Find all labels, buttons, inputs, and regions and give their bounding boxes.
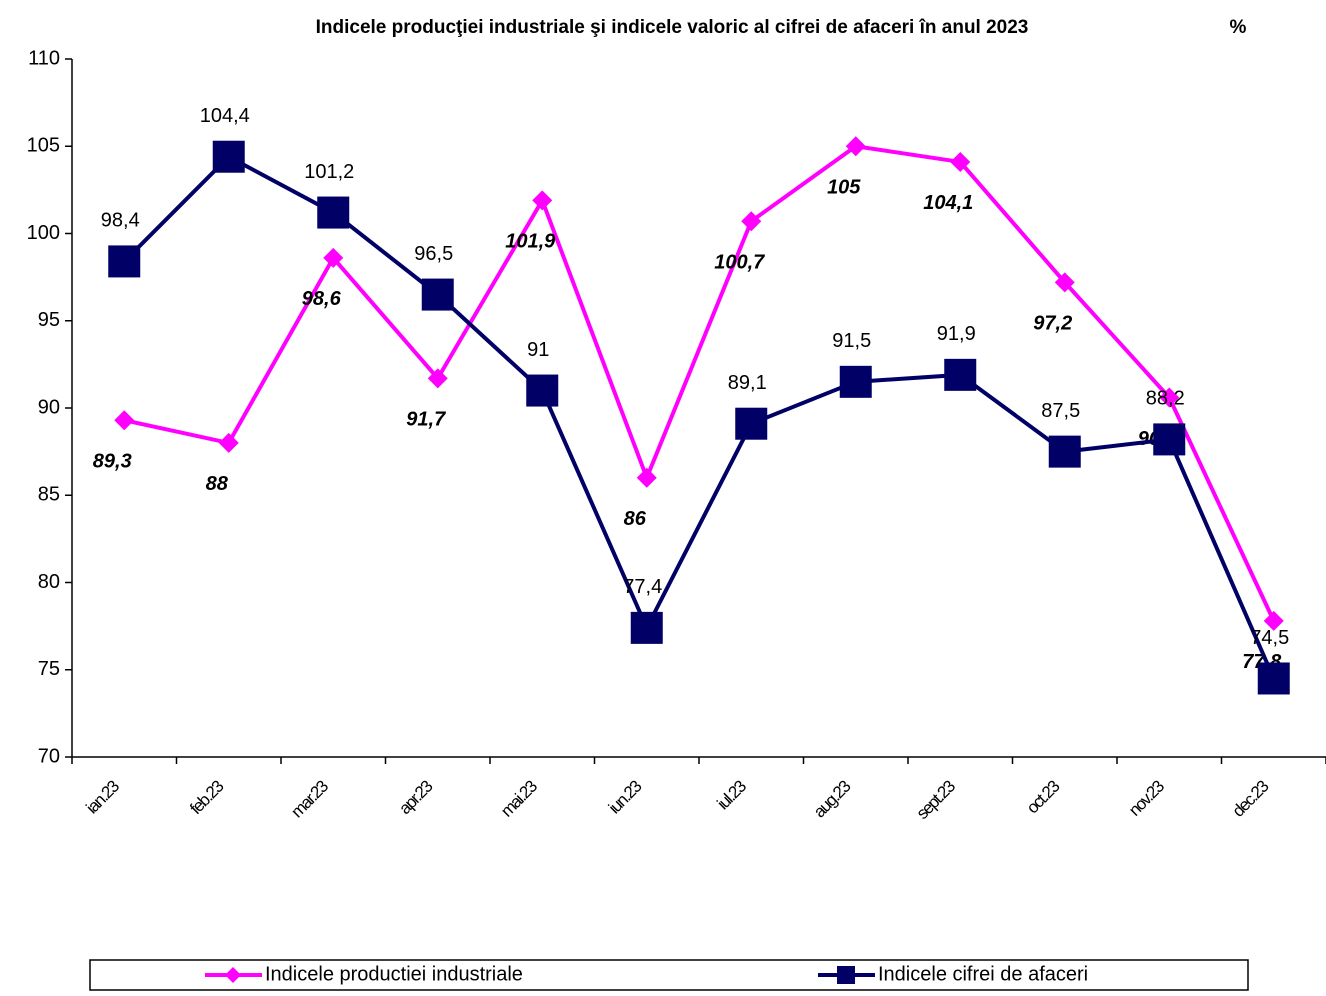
- y-tick-label: 80: [38, 571, 60, 593]
- y-tick-label: 100: [27, 222, 60, 244]
- value-label: 104,1: [923, 192, 973, 214]
- value-label: 88,2: [1146, 388, 1185, 410]
- marker: [212, 140, 245, 173]
- value-label: 101,2: [304, 161, 354, 183]
- marker: [323, 247, 344, 268]
- marker: [1048, 435, 1081, 468]
- marker: [532, 190, 553, 211]
- value-label: 104,4: [200, 105, 250, 127]
- value-label: 97,2: [1033, 313, 1072, 335]
- marker: [427, 368, 448, 389]
- value-label: 91: [527, 339, 549, 361]
- y-tick-label: 75: [38, 658, 60, 680]
- legend-label: Indicele cifrei de afaceri: [878, 963, 1088, 985]
- value-label: 96,5: [414, 243, 453, 265]
- y-tick-label: 110: [28, 47, 60, 69]
- value-label: 74,5: [1250, 627, 1289, 649]
- marker: [735, 407, 768, 440]
- y-tick-label: 105: [27, 135, 60, 157]
- series-line: [123, 144, 1276, 622]
- marker: [1257, 662, 1290, 695]
- marker: [1159, 387, 1180, 408]
- series-line: [122, 154, 1276, 680]
- y-tick-label: 70: [38, 745, 60, 767]
- value-label: 89,3: [93, 450, 132, 472]
- marker: [741, 211, 762, 232]
- y-tick-label: 85: [38, 484, 60, 506]
- marker: [225, 967, 241, 983]
- marker: [944, 358, 977, 391]
- marker: [218, 432, 239, 453]
- marker: [636, 467, 657, 488]
- marker: [630, 611, 663, 644]
- value-label: 77,4: [623, 576, 662, 598]
- marker: [1263, 610, 1284, 631]
- marker: [421, 278, 454, 311]
- marker: [950, 151, 971, 172]
- marker: [526, 374, 559, 407]
- marker: [839, 365, 872, 398]
- value-label: 91,7: [406, 409, 446, 431]
- value-label: 100,7: [714, 252, 765, 274]
- value-label: 88: [206, 473, 229, 495]
- marker: [1054, 272, 1075, 293]
- value-label: 91,9: [937, 323, 976, 345]
- chart-title: Indicele producţiei industriale şi indic…: [316, 17, 1029, 38]
- value-label: 105: [827, 177, 861, 199]
- marker: [108, 245, 141, 278]
- legend-label: Indicele productiei industriale: [265, 963, 523, 985]
- value-label: 87,5: [1041, 400, 1080, 422]
- value-label: 91,5: [832, 330, 871, 352]
- legend-box: [89, 959, 1249, 991]
- marker: [845, 136, 866, 157]
- marker: [317, 196, 350, 229]
- unit-label: %: [1230, 17, 1247, 38]
- value-label: 98,4: [101, 210, 140, 232]
- value-label: 101,9: [505, 231, 556, 253]
- marker: [1153, 423, 1186, 456]
- value-label: 86: [624, 508, 647, 530]
- value-label: 89,1: [728, 372, 767, 394]
- marker: [114, 410, 135, 431]
- marker: [837, 966, 855, 984]
- y-tick-label: 95: [38, 309, 60, 331]
- y-tick-label: 90: [38, 396, 60, 418]
- value-label: 98,6: [302, 288, 342, 310]
